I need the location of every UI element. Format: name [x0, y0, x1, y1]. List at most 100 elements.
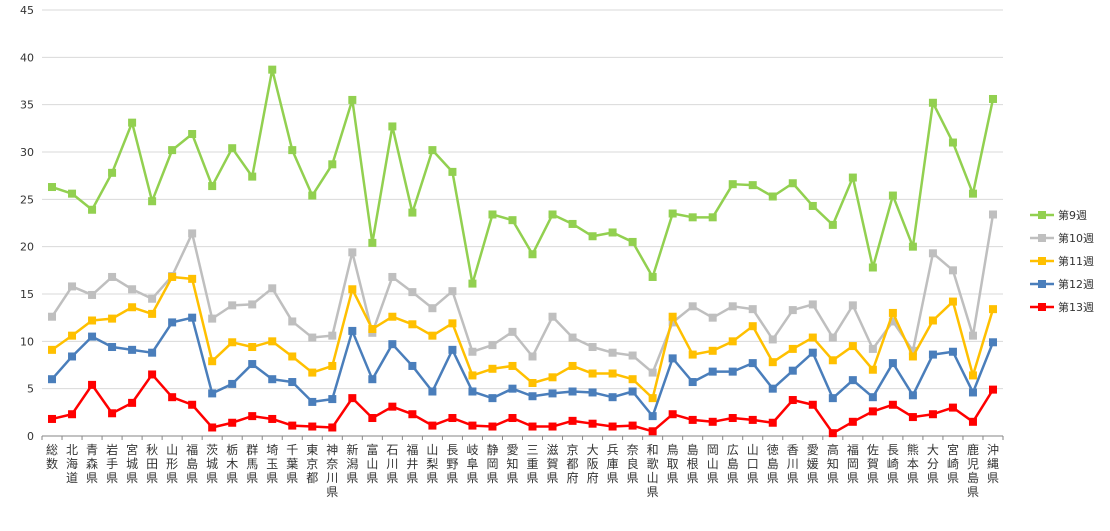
svg-text:県: 県 [967, 485, 979, 499]
data-point [728, 302, 737, 311]
svg-text:島: 島 [967, 470, 979, 485]
data-point [748, 359, 757, 368]
x-tick-label: 沖縄県 [987, 443, 999, 485]
data-point [988, 210, 997, 219]
legend-marker [1038, 280, 1046, 288]
data-point [68, 410, 77, 419]
data-point [768, 358, 777, 367]
data-point [728, 367, 737, 376]
data-point [188, 313, 197, 322]
data-point [908, 352, 917, 361]
svg-text:県: 県 [386, 471, 398, 485]
data-point [888, 359, 897, 368]
data-point [808, 333, 817, 342]
data-point [588, 369, 597, 378]
data-point [888, 400, 897, 409]
y-tick-label: 10 [20, 335, 34, 348]
svg-text:井: 井 [406, 457, 418, 471]
svg-text:東: 東 [306, 443, 318, 457]
x-tick-label: 埼玉県 [266, 443, 278, 485]
svg-text:県: 県 [627, 471, 639, 485]
data-point [968, 331, 977, 340]
data-point [148, 294, 157, 303]
svg-text:県: 県 [867, 471, 879, 485]
data-point [648, 394, 657, 403]
data-point [108, 409, 117, 418]
x-tick-label: 新潟県 [346, 442, 358, 485]
data-point [768, 418, 777, 427]
data-point [628, 375, 637, 384]
svg-text:県: 県 [827, 471, 839, 485]
data-point [408, 320, 417, 329]
data-point [728, 337, 737, 346]
data-point [68, 189, 77, 198]
data-point [248, 360, 257, 369]
data-point [528, 392, 537, 401]
data-point [528, 250, 537, 259]
data-point [148, 348, 157, 357]
svg-text:山: 山 [426, 443, 438, 457]
data-point [588, 343, 597, 352]
data-point [908, 391, 917, 400]
data-point [168, 272, 177, 281]
legend-marker [1038, 234, 1046, 242]
svg-text:県: 県 [366, 471, 378, 485]
data-point [448, 345, 457, 354]
data-point [268, 375, 277, 384]
data-point [428, 421, 437, 430]
data-point [568, 333, 577, 342]
data-point [908, 242, 917, 251]
data-point [48, 414, 57, 423]
data-point [148, 197, 157, 206]
svg-text:馬: 馬 [246, 457, 258, 471]
svg-text:県: 県 [807, 471, 819, 485]
data-point [68, 352, 77, 361]
data-point [88, 290, 97, 299]
data-point [568, 219, 577, 228]
svg-text:県: 県 [927, 471, 939, 485]
svg-text:道: 道 [66, 471, 78, 485]
svg-text:福: 福 [406, 442, 418, 457]
data-point [628, 421, 637, 430]
svg-text:県: 県 [727, 471, 739, 485]
svg-text:県: 県 [747, 471, 759, 485]
svg-text:崎: 崎 [947, 457, 959, 471]
svg-text:分: 分 [927, 457, 939, 471]
data-point [368, 375, 377, 384]
data-point [688, 378, 697, 387]
svg-text:知: 知 [506, 457, 518, 471]
svg-text:県: 県 [426, 471, 438, 485]
data-point [168, 318, 177, 327]
legend-marker [1038, 257, 1046, 265]
data-point [528, 378, 537, 387]
data-point [348, 394, 357, 403]
svg-text:県: 県 [286, 471, 298, 485]
data-point [788, 344, 797, 353]
data-point [368, 414, 377, 423]
svg-text:県: 県 [687, 471, 699, 485]
svg-text:潟: 潟 [346, 457, 358, 471]
data-point [68, 331, 77, 340]
data-point [268, 337, 277, 346]
svg-text:山: 山 [166, 443, 178, 457]
data-point [468, 279, 477, 288]
data-point [288, 421, 297, 430]
data-point [388, 272, 397, 281]
data-point [328, 331, 337, 340]
svg-text:野: 野 [446, 457, 458, 471]
svg-text:兵: 兵 [607, 443, 619, 457]
data-point [788, 179, 797, 188]
svg-text:宮: 宮 [126, 442, 138, 457]
data-point [308, 422, 317, 431]
data-point [828, 429, 837, 438]
data-point [848, 376, 857, 385]
data-point [428, 304, 437, 313]
data-point [288, 317, 297, 326]
data-point [788, 306, 797, 315]
x-tick-label: 山梨県 [426, 443, 438, 485]
svg-text:茨: 茨 [206, 443, 218, 457]
data-point [308, 191, 317, 200]
data-point [248, 343, 257, 352]
data-point [628, 387, 637, 396]
